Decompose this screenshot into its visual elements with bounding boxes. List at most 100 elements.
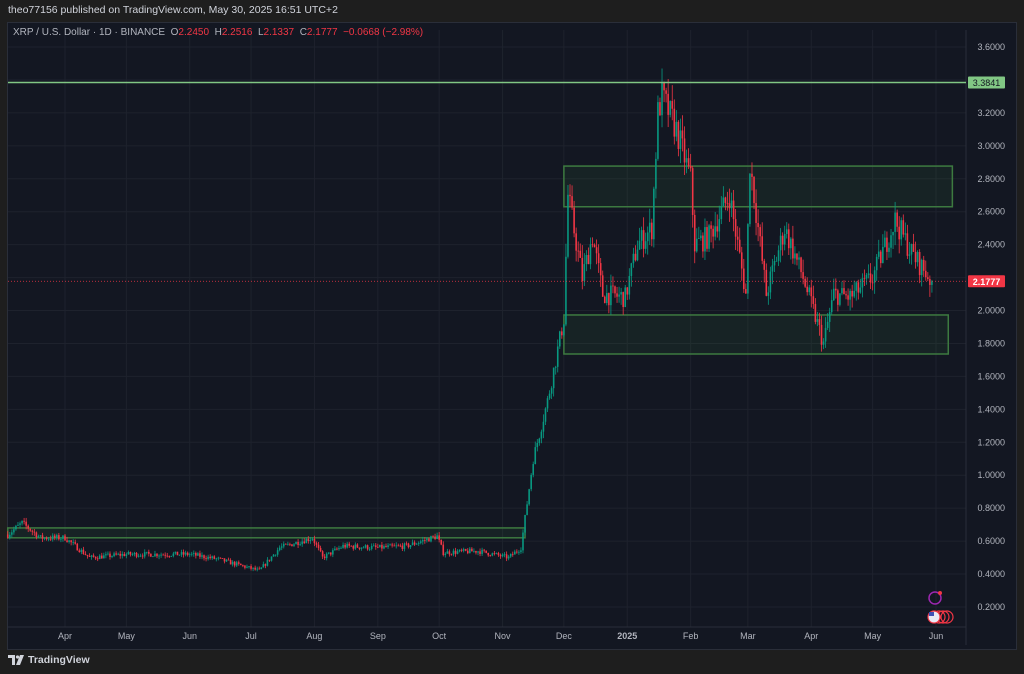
- candle-body: [66, 540, 68, 542]
- candle-body: [101, 555, 103, 559]
- candle-body: [912, 243, 915, 252]
- candle-body: [338, 548, 340, 550]
- symbol-title[interactable]: XRP / U.S. Dollar · 1D · BINANCE: [13, 27, 166, 38]
- candle-body: [303, 541, 306, 544]
- candle-body: [577, 250, 579, 252]
- candle-body: [199, 553, 201, 557]
- x-tick-label: Oct: [432, 631, 447, 641]
- candle-body: [98, 555, 101, 560]
- candle-body: [250, 566, 252, 569]
- candle-body: [728, 203, 731, 209]
- candle-body: [276, 550, 279, 555]
- candle-body: [743, 268, 745, 290]
- candle-body: [927, 277, 929, 279]
- candle-body: [749, 173, 751, 225]
- candle-body: [888, 247, 890, 252]
- candle-body: [732, 200, 735, 220]
- candle-body: [875, 256, 878, 271]
- candle-body: [753, 176, 755, 204]
- y-tick-label: 1.4000: [977, 404, 1005, 414]
- candle-body: [207, 556, 209, 560]
- candle-body: [88, 555, 91, 557]
- candle-body: [601, 275, 604, 297]
- y-tick-label: 3.6000: [977, 42, 1005, 52]
- candle-body: [599, 263, 602, 276]
- close-value: 2.1777: [306, 27, 338, 38]
- x-tick-label: Apr: [58, 631, 72, 641]
- candle-body: [17, 524, 19, 526]
- x-tick-label: May: [118, 631, 136, 641]
- candle-body: [125, 554, 128, 556]
- candle-body: [434, 536, 436, 540]
- candle-body: [419, 541, 422, 543]
- candle-body: [362, 547, 365, 549]
- candle-body: [718, 219, 721, 232]
- candle-body: [197, 553, 199, 556]
- candle-body: [109, 553, 111, 558]
- candle-body: [489, 555, 492, 557]
- candle-body: [366, 545, 369, 550]
- candle-body: [6, 534, 9, 538]
- candle-body: [307, 538, 310, 542]
- candle-body: [74, 542, 77, 544]
- candle-body: [33, 531, 36, 533]
- x-tick-label: Feb: [683, 631, 699, 641]
- x-tick-label: Mar: [740, 631, 756, 641]
- candle-body: [695, 238, 698, 252]
- candle-body: [681, 130, 684, 139]
- candle-body: [334, 548, 336, 551]
- candle-body: [487, 552, 490, 556]
- candle-body: [781, 235, 784, 245]
- candle-body: [830, 300, 833, 313]
- candle-body: [548, 393, 551, 399]
- candle-body: [534, 447, 537, 465]
- candle-body: [892, 231, 894, 236]
- support-resistance-zone: [563, 165, 954, 208]
- candle-body: [137, 555, 140, 557]
- candle-body: [29, 528, 32, 531]
- candle-body: [422, 540, 424, 542]
- candle-body: [522, 532, 524, 551]
- y-tick-label: 1.0000: [977, 470, 1005, 480]
- candle-body: [446, 551, 449, 554]
- candle-body: [702, 235, 704, 252]
- candle-body: [23, 520, 25, 522]
- candle-body: [691, 168, 694, 215]
- level-price-tag: [968, 76, 1005, 89]
- candle-body: [616, 293, 618, 297]
- candle-body: [393, 545, 395, 547]
- candle-body: [426, 538, 428, 541]
- economic-event-icon: [940, 610, 954, 624]
- candle-body: [460, 549, 463, 551]
- candle-body: [405, 543, 408, 545]
- candle-body: [323, 556, 326, 559]
- candle-body: [608, 293, 610, 306]
- candle-body: [150, 553, 152, 557]
- candle-body: [620, 292, 622, 295]
- y-tick-label: 1.2000: [977, 437, 1005, 447]
- candle-body: [693, 214, 696, 252]
- candle-body: [117, 553, 119, 555]
- candle-body: [554, 366, 557, 368]
- candle-body: [270, 556, 273, 561]
- candle-body: [581, 257, 584, 281]
- candle-body: [60, 538, 62, 540]
- publisher-line: theo77156 published on TradingView.com, …: [8, 4, 338, 16]
- candle-body: [673, 108, 676, 137]
- candle-body: [524, 514, 526, 533]
- candle-body: [21, 520, 23, 524]
- candle-body: [471, 548, 473, 552]
- candle-body: [221, 557, 224, 559]
- candle-body: [417, 542, 420, 544]
- candle-body: [344, 544, 346, 548]
- candle-body: [812, 296, 815, 304]
- candle-body: [252, 567, 254, 569]
- candle-body: [561, 331, 563, 336]
- candle-body: [264, 564, 267, 566]
- candle-body: [368, 548, 371, 550]
- candle-body: [170, 555, 173, 557]
- candle-body: [41, 535, 44, 539]
- close-label: C: [299, 27, 307, 38]
- candle-body: [295, 541, 297, 545]
